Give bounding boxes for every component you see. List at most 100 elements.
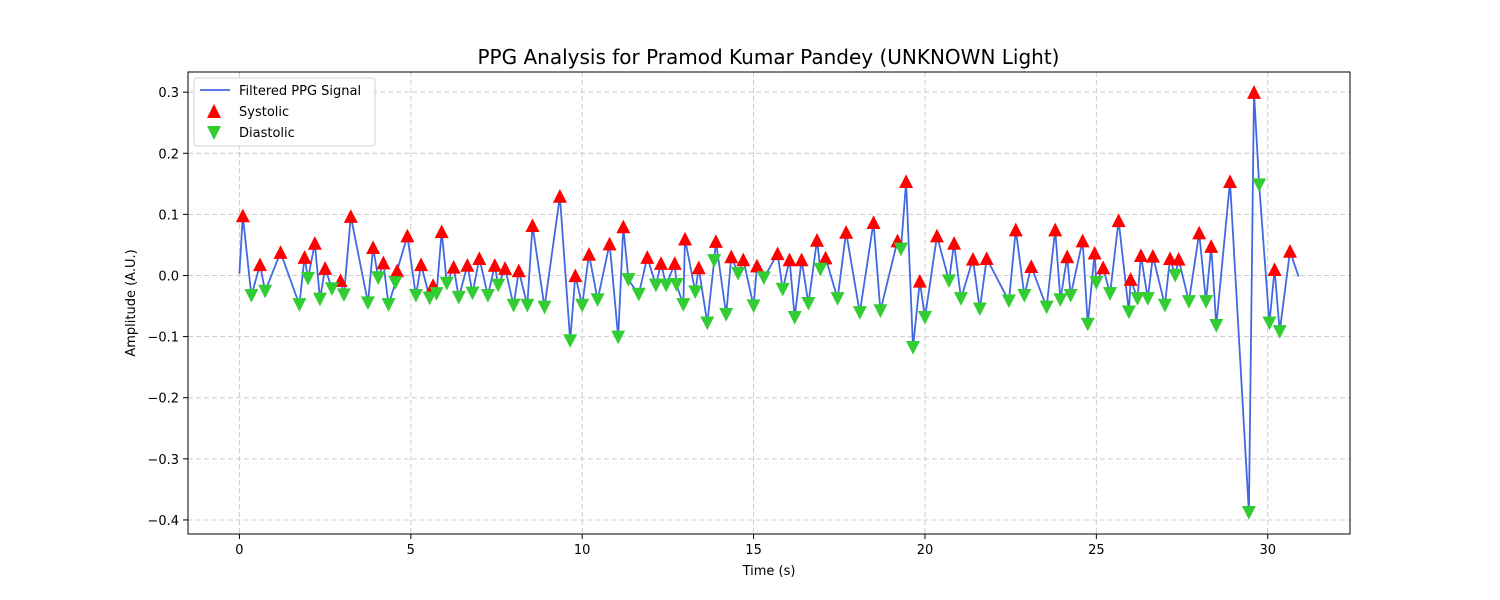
diastolic-marker <box>688 285 703 299</box>
systolic-marker <box>1171 252 1186 266</box>
systolic-marker <box>552 189 567 203</box>
systolic-marker <box>434 224 449 239</box>
diastolic-marker <box>801 296 816 311</box>
systolic-marker <box>472 251 487 266</box>
systolic-marker <box>343 209 358 223</box>
diastolic-marker <box>506 298 521 313</box>
x-tick-label: 30 <box>1259 543 1276 558</box>
marker-layer <box>235 85 1298 520</box>
systolic-marker <box>678 231 693 246</box>
systolic-marker <box>1111 213 1126 228</box>
y-tick-label: −0.1 <box>147 331 179 346</box>
systolic-marker <box>568 268 583 283</box>
diastolic-marker <box>1241 505 1256 520</box>
diastolic-marker <box>575 298 590 313</box>
diastolic-marker <box>852 306 867 320</box>
systolic-marker <box>318 261 333 275</box>
diastolic-marker <box>451 290 466 305</box>
diastolic-marker <box>1103 287 1118 301</box>
y-axis-label: Amplitude (A.U.) <box>124 249 139 356</box>
x-tick-label: 10 <box>574 543 591 558</box>
diastolic-marker <box>1157 298 1172 313</box>
y-tick-label: 0.0 <box>158 270 179 285</box>
diastolic-marker <box>381 298 396 312</box>
diastolic-marker <box>1262 316 1277 331</box>
diastolic-marker <box>371 271 386 285</box>
systolic-marker <box>366 240 381 255</box>
legend: Filtered PPG Signal Systolic Diastolic <box>193 77 376 147</box>
diastolic-marker <box>590 293 605 307</box>
systolic-marker <box>1145 248 1160 263</box>
diastolic-marker <box>480 289 495 303</box>
legend-label-signal: Filtered PPG Signal <box>239 84 361 99</box>
diastolic-marker <box>258 284 273 299</box>
diastolic-marker <box>787 311 802 325</box>
systolic-marker <box>770 246 785 261</box>
systolic-marker <box>235 208 250 223</box>
diastolic-marker <box>731 267 746 281</box>
diastolic-marker <box>537 300 552 315</box>
systolic-marker <box>866 215 881 229</box>
systolic-marker <box>1247 85 1262 99</box>
systolic-marker <box>1123 272 1138 286</box>
systolic-marker <box>818 250 833 265</box>
systolic-marker <box>1008 222 1023 237</box>
y-tick-label: 0.3 <box>158 86 179 101</box>
systolic-marker <box>1024 259 1039 273</box>
diastolic-marker <box>1017 289 1032 303</box>
diastolic-marker <box>1252 178 1267 193</box>
y-tick-label: 0.2 <box>158 147 179 162</box>
systolic-marker <box>912 274 927 288</box>
systolic-marker <box>929 228 944 243</box>
diastolic-marker <box>905 340 920 355</box>
systolic-marker <box>400 228 415 243</box>
diastolic-marker <box>621 273 636 287</box>
diastolic-marker <box>746 299 761 314</box>
diastolic-marker <box>244 289 259 303</box>
diastolic-marker <box>300 271 315 286</box>
diastolic-marker <box>491 278 506 293</box>
systolic-marker <box>460 258 475 272</box>
diastolic-marker <box>917 311 932 325</box>
diastolic-marker <box>1039 300 1054 315</box>
diastolic-marker <box>756 271 771 285</box>
chart-title: PPG Analysis for Pramod Kumar Pandey (UN… <box>478 45 1060 69</box>
tick-layer: 0 5 10 15 20 25 30 0.3 0.2 0.1 0.0 −0.1 −0.2 −0.3 −0.4 <box>147 86 1276 558</box>
systolic-marker <box>1060 249 1075 264</box>
systolic-marker <box>1133 248 1148 262</box>
diastolic-marker <box>1001 294 1016 309</box>
systolic-marker <box>839 225 854 239</box>
systolic-marker <box>782 252 797 267</box>
diastolic-marker <box>611 330 626 345</box>
systolic-marker <box>390 263 405 278</box>
x-tick-label: 15 <box>745 543 762 558</box>
diastolic-marker <box>648 278 663 293</box>
legend-label-systolic: Systolic <box>239 105 289 120</box>
diastolic-marker <box>707 254 722 268</box>
diastolic-marker <box>1063 289 1078 303</box>
diastolic-marker <box>292 298 307 312</box>
diastolic-marker <box>429 287 444 301</box>
systolic-marker <box>965 252 980 266</box>
systolic-marker <box>1192 225 1207 240</box>
y-tick-label: 0.1 <box>158 208 179 223</box>
systolic-marker <box>750 258 765 273</box>
legend-label-diastolic: Diastolic <box>239 126 295 141</box>
systolic-marker <box>947 236 962 250</box>
x-axis-label: Time (s) <box>742 564 796 579</box>
diastolic-marker <box>659 278 674 293</box>
systolic-marker <box>640 250 655 264</box>
diastolic-marker <box>775 282 790 297</box>
systolic-marker <box>414 257 429 272</box>
systolic-marker <box>1096 260 1111 275</box>
diastolic-marker <box>1168 268 1183 283</box>
diastolic-marker <box>1199 295 1214 309</box>
systolic-marker <box>794 252 809 267</box>
systolic-marker <box>252 257 267 272</box>
systolic-marker <box>511 263 526 278</box>
diastolic-marker <box>830 292 845 306</box>
systolic-marker <box>1204 239 1219 253</box>
diastolic-marker <box>941 274 956 288</box>
diastolic-marker <box>422 291 437 306</box>
systolic-marker <box>307 236 322 250</box>
